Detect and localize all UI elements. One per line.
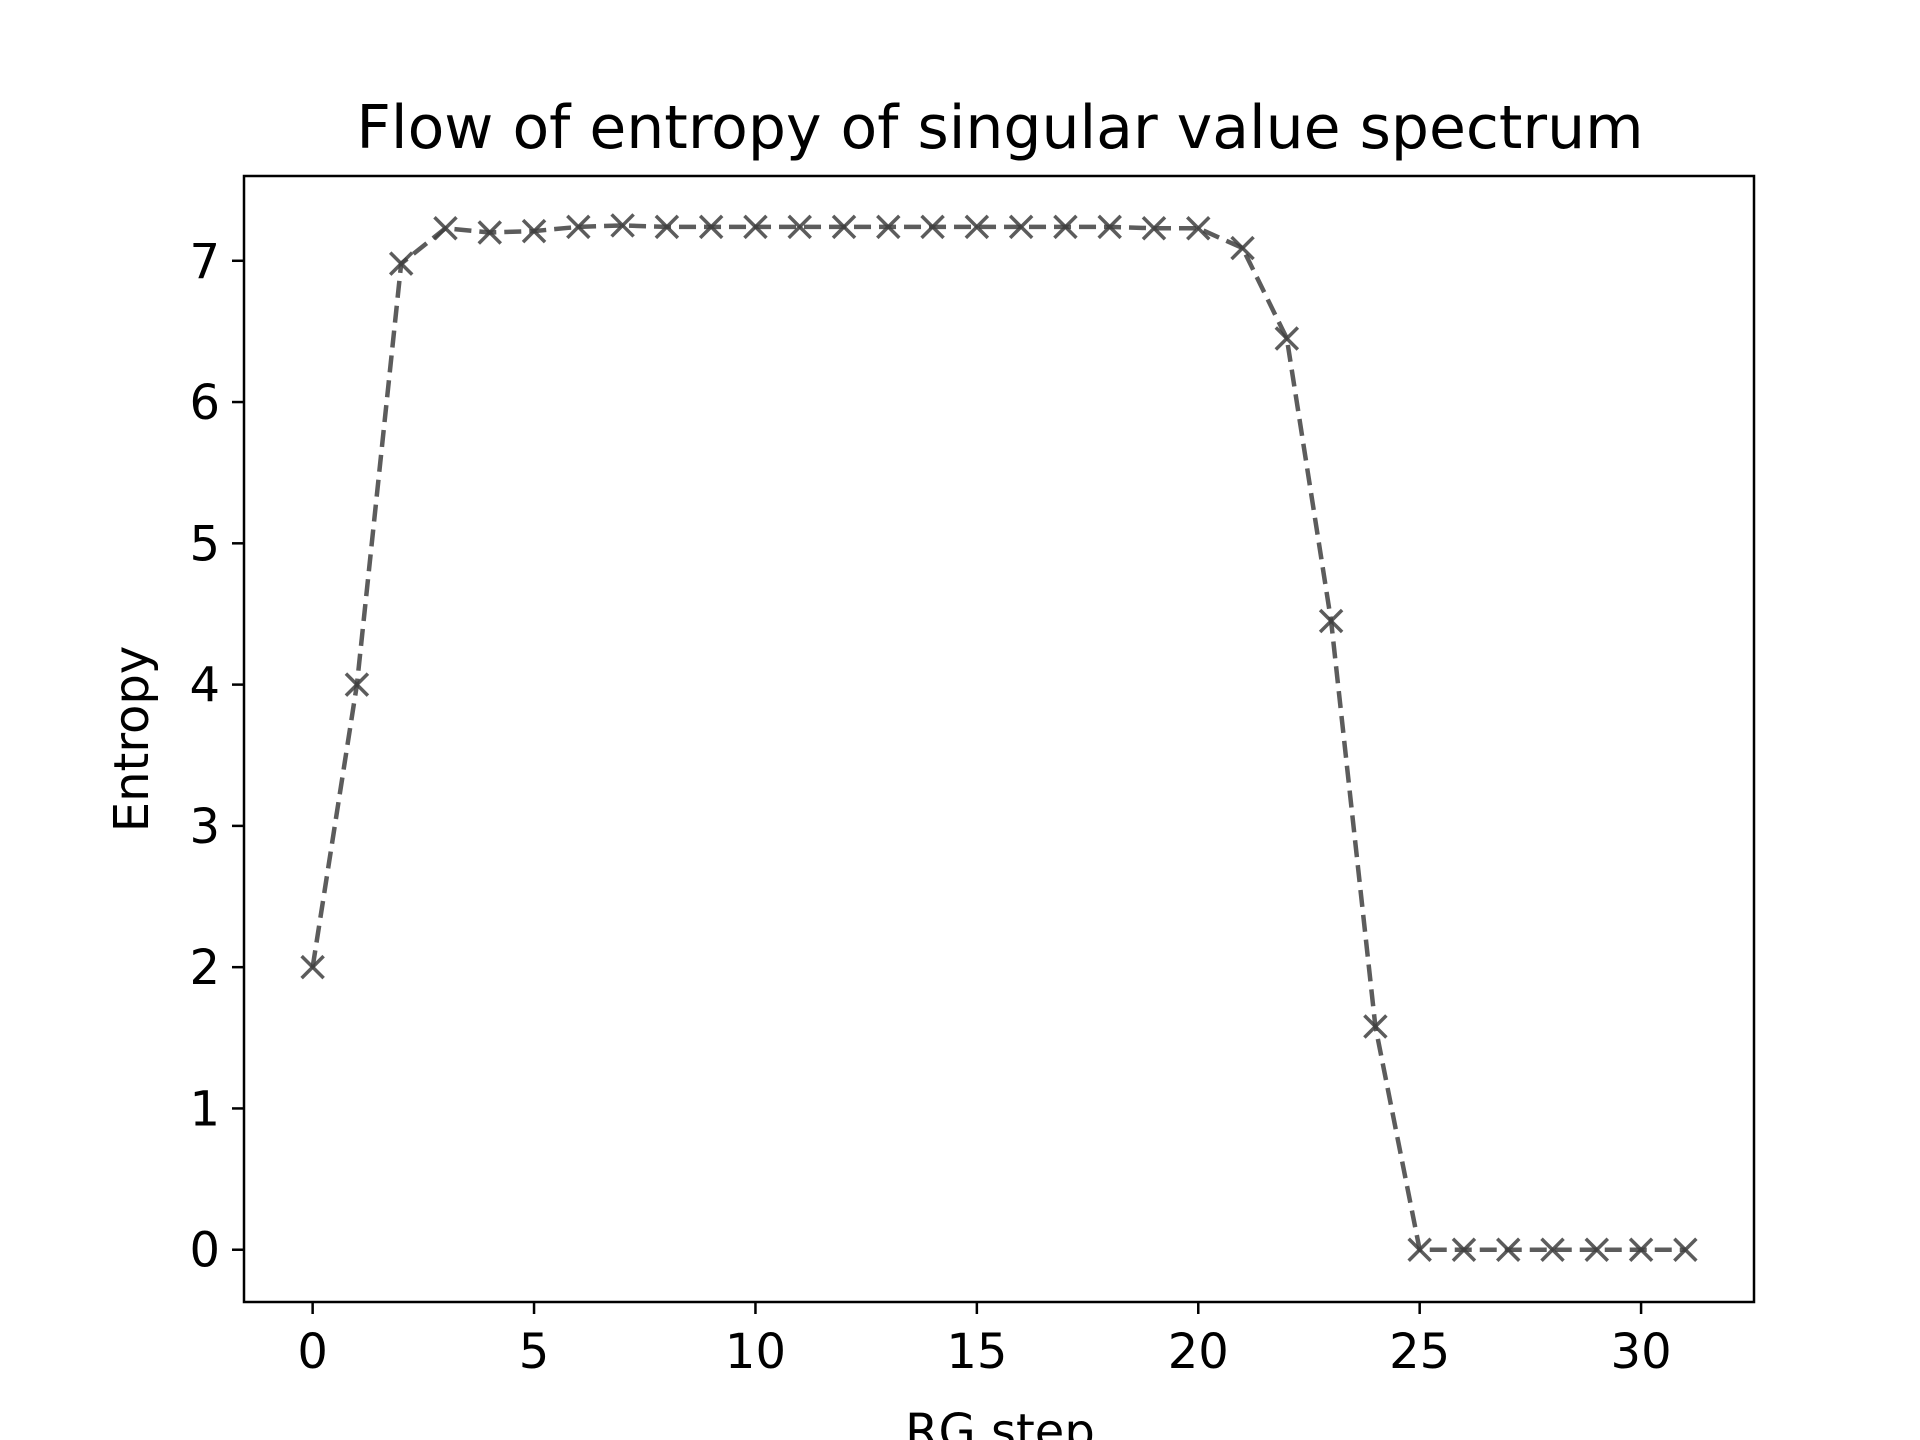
data-point-marker <box>698 214 724 240</box>
data-point-marker <box>1318 608 1344 634</box>
data-point-marker <box>1451 1237 1477 1262</box>
x-tick-label: 30 <box>1611 1324 1672 1380</box>
data-point-marker <box>1496 1237 1521 1262</box>
y-tick-label: 1 <box>189 1081 220 1137</box>
data-point-marker <box>521 218 547 244</box>
y-tick-label: 3 <box>189 799 220 855</box>
data-point-marker <box>1363 1014 1388 1039</box>
chart-title: Flow of entropy of singular value spectr… <box>356 93 1643 163</box>
data-point-marker <box>477 220 502 245</box>
data-point-marker <box>388 251 414 276</box>
y-axis: 0 1 2 3 4 5 6 7 <box>189 234 244 1279</box>
data-point-marker <box>300 954 325 980</box>
plot-area: 0 5 10 15 20 25 30 0 1 2 3 4 5 6 7 <box>189 174 1756 1380</box>
x-tick-label: 15 <box>946 1324 1007 1380</box>
data-point-marker <box>787 214 812 240</box>
y-tick-label: 0 <box>189 1223 220 1279</box>
axes-frame <box>242 174 1756 1304</box>
x-tick-label: 25 <box>1389 1324 1450 1380</box>
data-point-marker <box>1141 216 1167 241</box>
x-tick-label: 0 <box>297 1324 328 1380</box>
x-tick-label: 10 <box>725 1324 786 1380</box>
data-point-marker <box>1407 1237 1432 1262</box>
data-point-marker <box>1097 214 1122 240</box>
x-tick-label: 5 <box>519 1324 550 1380</box>
data-point-marker <box>920 214 945 240</box>
data-point-marker <box>1053 214 1078 240</box>
y-axis-label: Entropy <box>104 646 160 833</box>
data-point-marker <box>964 214 990 240</box>
data-point-marker <box>566 214 591 240</box>
x-axis: 0 5 10 15 20 25 30 <box>297 1302 1672 1380</box>
data-point-marker <box>654 214 680 240</box>
y-tick-label: 7 <box>189 234 220 290</box>
data-point-marker <box>831 214 857 240</box>
data-point-marker <box>1274 326 1300 351</box>
y-tick-label: 4 <box>189 658 220 714</box>
data-point-marker <box>1673 1237 1698 1262</box>
series-line <box>310 223 1686 1252</box>
data-point-marker <box>1628 1237 1654 1262</box>
x-tick-label: 20 <box>1168 1324 1229 1380</box>
data-point-marker <box>743 214 768 240</box>
data-point-marker <box>610 213 635 238</box>
series-group <box>300 213 1698 1262</box>
y-tick-label: 5 <box>189 516 220 572</box>
x-axis-label: RG step <box>905 1404 1095 1440</box>
data-point-marker <box>876 214 901 240</box>
data-point-marker <box>1584 1237 1610 1262</box>
y-tick-label: 6 <box>189 375 220 431</box>
data-point-marker <box>433 216 458 241</box>
data-point-marker <box>1540 1237 1565 1262</box>
data-point-marker <box>1008 214 1034 240</box>
y-tick-label: 2 <box>189 940 220 996</box>
data-point-marker <box>1230 235 1255 261</box>
data-point-marker <box>1186 216 1211 241</box>
data-point-marker <box>344 672 370 697</box>
